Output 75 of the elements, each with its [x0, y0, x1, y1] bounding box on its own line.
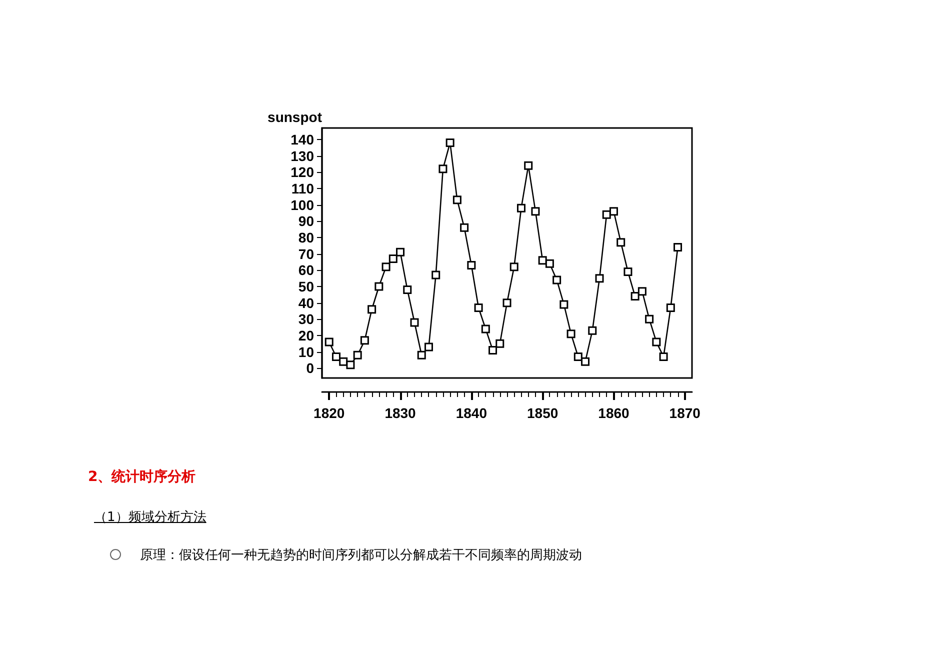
point	[630, 292, 640, 301]
point	[531, 207, 540, 216]
point	[645, 314, 654, 324]
y-tick-label: 40	[298, 294, 314, 311]
x-tick-label: 1850	[527, 405, 558, 421]
point	[396, 248, 405, 256]
point	[368, 305, 376, 314]
y-tick-label: 30	[298, 311, 314, 328]
point	[574, 352, 582, 362]
point	[588, 326, 597, 335]
y-tick-label: 120	[290, 164, 314, 180]
y-tick-label: 80	[298, 229, 314, 246]
y-tick-label: 60	[298, 262, 314, 278]
x-tick-label: 1860	[598, 405, 630, 421]
y-tick-label: 20	[298, 328, 314, 344]
point	[324, 338, 334, 346]
y-axis-title: sunspot	[268, 109, 322, 125]
point	[403, 286, 412, 294]
x-tick-label: 1830	[384, 405, 416, 421]
x-tick-label: 1870	[669, 405, 701, 421]
point	[410, 318, 419, 327]
point	[502, 298, 512, 308]
point	[581, 357, 590, 366]
point	[353, 350, 362, 360]
point	[481, 324, 490, 334]
y-tick-label: 10	[298, 344, 314, 360]
point	[595, 274, 604, 283]
point	[609, 207, 618, 216]
point	[432, 270, 440, 280]
point	[452, 196, 462, 204]
point	[360, 336, 369, 345]
point	[538, 256, 547, 265]
point	[545, 259, 554, 268]
point	[624, 268, 632, 276]
y-tick-label: 100	[290, 196, 314, 213]
point	[496, 339, 504, 348]
text: 2、统计时序分析	[88, 469, 196, 485]
y-tick-label: 110	[291, 180, 314, 196]
point	[524, 161, 533, 170]
point	[424, 342, 433, 352]
point	[652, 338, 661, 346]
point	[488, 346, 498, 354]
point	[339, 357, 348, 366]
point	[446, 138, 454, 147]
point	[674, 243, 682, 252]
point	[474, 303, 483, 312]
point	[388, 254, 398, 263]
y-tick-label: 130	[290, 148, 314, 164]
y-tick-label: 0	[306, 360, 314, 376]
point	[552, 276, 562, 284]
y-tick-label: 50	[298, 278, 314, 294]
point	[460, 223, 469, 232]
point	[516, 204, 526, 212]
y-tick-label: 140	[290, 131, 314, 148]
point	[346, 360, 355, 370]
point	[638, 287, 646, 296]
y-tick-label: 70	[298, 246, 314, 262]
point	[438, 164, 448, 174]
point	[374, 282, 384, 291]
y-tick-label: 90	[298, 213, 314, 230]
text: （1）频域分析方法	[94, 510, 206, 525]
point	[659, 352, 668, 362]
x-tick-label: 1840	[456, 405, 488, 421]
point	[467, 261, 476, 270]
point	[332, 352, 340, 362]
point	[560, 300, 568, 309]
point	[417, 350, 426, 360]
point	[666, 303, 675, 312]
x-tick-label: 1820	[314, 405, 345, 421]
point	[602, 210, 611, 219]
point	[510, 262, 518, 272]
point	[566, 330, 576, 338]
text: 原理：假设任何一种无趋势的时间序列都可以分解成若干不同频率的周期波动	[140, 548, 582, 563]
point	[616, 238, 626, 247]
point	[382, 262, 390, 272]
